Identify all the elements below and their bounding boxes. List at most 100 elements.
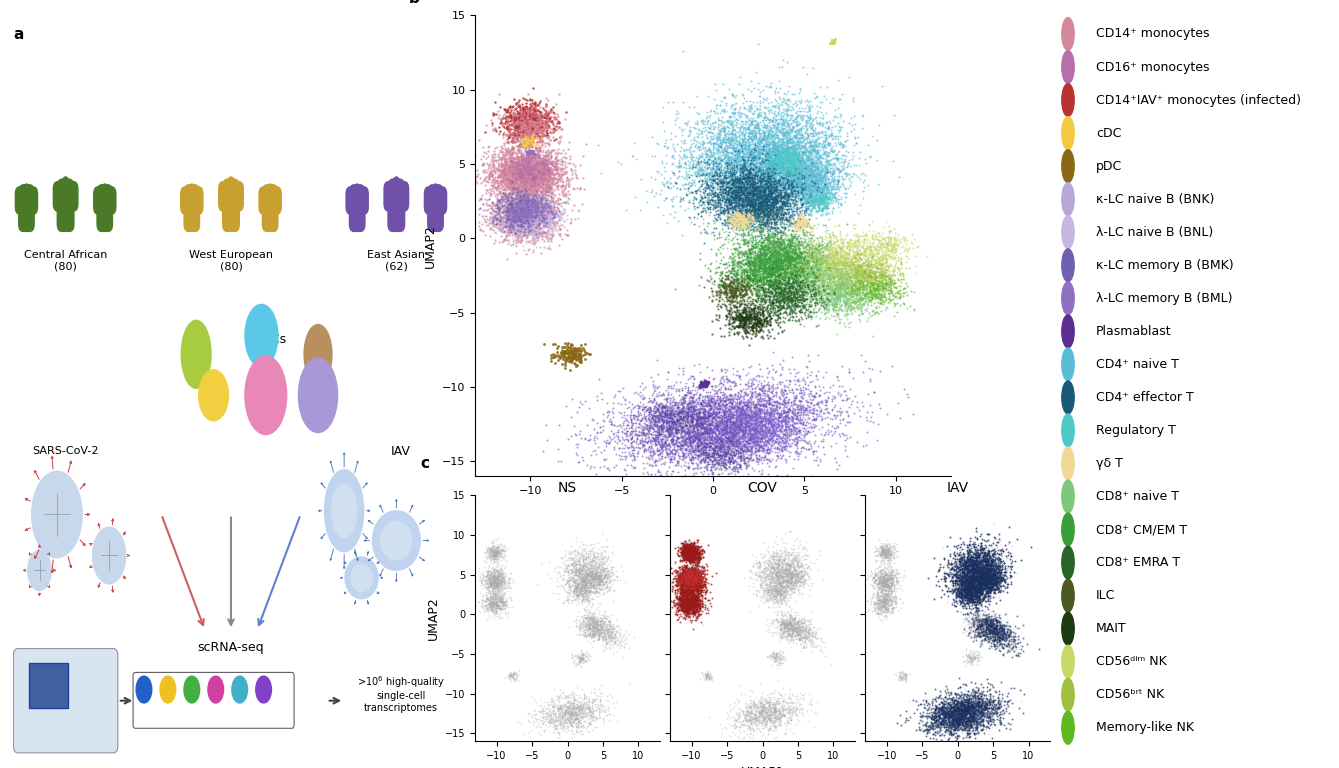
Point [790,181,811,194]
Point [678,177,699,189]
Point [797,118,818,130]
Point [678,596,699,608]
Point [759,414,781,426]
Point [517,161,538,173]
Point [490,174,511,187]
Point [779,571,801,583]
Point [832,241,853,253]
Point [682,569,703,581]
Point [680,541,702,553]
Point [872,548,893,560]
Point [524,220,545,233]
Point [984,563,1006,575]
Point [944,584,965,596]
Point [501,171,522,184]
Point [517,212,538,224]
Point [533,213,554,225]
Point [789,181,810,194]
Point [807,265,829,277]
Point [716,115,738,127]
Point [707,151,728,164]
Point [986,625,1007,637]
Point [736,123,758,135]
Point [482,561,503,573]
Point [763,161,785,173]
Point [781,187,802,200]
Point [799,135,821,147]
Point [710,442,731,455]
Point [676,549,698,561]
Point [680,568,702,581]
Point [645,419,667,432]
Point [878,552,900,564]
Point [607,626,628,638]
Point [678,182,699,194]
Point [703,452,724,465]
Point [880,572,901,584]
Point [511,210,533,222]
Point [775,149,797,161]
Point [852,291,873,303]
Point [931,687,952,700]
Point [943,709,964,721]
Point [682,587,703,599]
Point [538,207,560,219]
Point [545,133,566,145]
Point [956,690,977,702]
Point [581,544,603,556]
Point [809,251,830,263]
Point [699,402,720,415]
Point [758,189,779,201]
Point [822,292,844,304]
Point [584,606,605,618]
Point [720,175,742,187]
Point [739,429,761,442]
Point [805,285,826,297]
Point [766,129,787,141]
Point [791,280,813,293]
Point [777,614,798,627]
Point [573,728,595,740]
Point [959,588,980,601]
Point [568,577,589,589]
Point [782,217,803,229]
Point [758,241,779,253]
Point [785,260,806,273]
Point [801,203,822,215]
Point [718,216,739,228]
Point [513,105,534,118]
Point [770,617,791,630]
Point [592,563,613,575]
Point [765,412,786,424]
Point [785,174,806,186]
Point [498,176,520,188]
Point [858,276,880,288]
Point [771,171,793,184]
Point [880,606,901,618]
Point [675,601,696,614]
Point [695,670,716,682]
Point [497,167,518,180]
Point [806,184,828,196]
Point [736,394,758,406]
Point [483,546,505,558]
Point [564,694,585,707]
Point [744,141,766,153]
Point [975,701,996,713]
Point [793,274,814,286]
Point [797,310,818,322]
Point [920,717,941,729]
Point [818,418,840,430]
Point [517,216,538,228]
Point [959,574,980,587]
Point [529,166,550,178]
Point [731,311,753,323]
Point [720,280,742,293]
Point [744,418,766,430]
Point [775,456,797,468]
Point [980,571,1002,583]
Point [517,197,538,210]
Point [822,243,844,256]
Point [751,195,773,207]
Point [645,425,667,437]
